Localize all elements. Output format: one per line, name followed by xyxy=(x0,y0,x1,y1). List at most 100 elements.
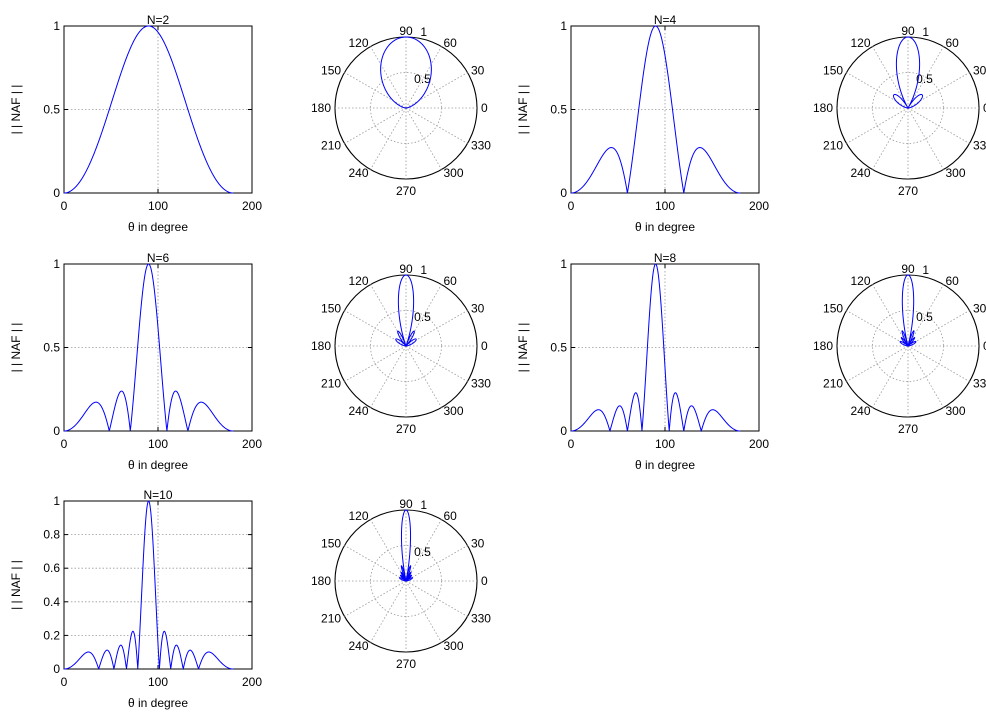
polar-spoke xyxy=(405,107,468,144)
polar-spoke xyxy=(370,284,407,347)
polar-angle-label: 150 xyxy=(321,64,341,78)
polar-angle-label: 90 xyxy=(901,24,915,38)
polar-angle-label: 300 xyxy=(444,166,464,180)
x-axis-label: θ in degree xyxy=(635,458,695,472)
y-tick-label: 0.5 xyxy=(550,103,567,117)
polar-angle-label: 60 xyxy=(444,509,458,523)
x-axis-label: θ in degree xyxy=(128,458,188,472)
polar-pattern-curve xyxy=(395,274,417,347)
polar-angle-label: 180 xyxy=(311,101,331,115)
polar-angle-label: 270 xyxy=(396,422,416,436)
x-axis-label: θ in degree xyxy=(128,696,188,710)
polar-spoke xyxy=(907,107,944,170)
polar-radius-label: 1 xyxy=(922,263,929,277)
polar-radius-label: 1 xyxy=(420,498,427,512)
polar-angle-label: 240 xyxy=(850,404,870,418)
polar-spoke xyxy=(907,310,970,347)
polar-angle-label: 240 xyxy=(348,639,368,653)
y-tick-label: 1 xyxy=(53,494,60,508)
polar-angle-label: 180 xyxy=(311,339,331,353)
polar-spoke xyxy=(370,519,407,582)
x-tick-label: 0 xyxy=(61,437,68,451)
polar-angle-label: 0 xyxy=(983,339,986,353)
plot-area xyxy=(63,263,253,432)
x-tick-label: 100 xyxy=(148,675,168,689)
x-tick-label: 100 xyxy=(655,199,675,213)
naf-curve xyxy=(63,500,234,671)
polar-spoke xyxy=(872,46,909,109)
polar-pattern-curve xyxy=(899,274,917,347)
polar-angle-label: 330 xyxy=(973,139,986,153)
polar-radius-label: 0.5 xyxy=(414,545,431,559)
polar-angle-label: 150 xyxy=(321,537,341,551)
polar-angle-label: 120 xyxy=(348,509,368,523)
polar-angle-label: 0 xyxy=(481,339,488,353)
polar-spoke xyxy=(370,345,407,408)
polar-spoke xyxy=(370,46,407,109)
y-tick-label: 0.4 xyxy=(43,595,60,609)
polar-angle-label: 30 xyxy=(471,64,485,78)
polar-angle-label: 210 xyxy=(823,139,843,153)
x-tick-label: 0 xyxy=(61,199,68,213)
plot-title: N=8 xyxy=(654,251,677,265)
y-tick-label: 0 xyxy=(53,662,60,676)
polar-spoke xyxy=(370,580,407,643)
polar-spoke xyxy=(405,46,442,109)
polar-spoke xyxy=(405,107,442,170)
polar-angle-label: 270 xyxy=(898,422,918,436)
polar-angle-label: 270 xyxy=(898,184,918,198)
y-tick-label: 1 xyxy=(560,257,567,271)
polar-spoke xyxy=(344,545,407,582)
y-axis-label: | | NAF | | xyxy=(9,323,23,373)
polar-angle-label: 240 xyxy=(348,404,368,418)
plot-title: N=10 xyxy=(143,488,172,502)
polar-spoke xyxy=(344,345,407,382)
polar-angle-label: 300 xyxy=(444,639,464,653)
polar-spoke xyxy=(907,345,944,408)
y-tick-label: 0.6 xyxy=(43,561,60,575)
plot-area xyxy=(63,25,253,194)
polar-angle-label: 120 xyxy=(850,274,870,288)
polar-pattern-curve xyxy=(892,36,924,109)
polar-spoke xyxy=(872,107,909,170)
naf-curve xyxy=(570,263,741,433)
polar-angle-label: 210 xyxy=(321,377,341,391)
polar-angle-label: 90 xyxy=(399,262,413,276)
polar-angle-label: 300 xyxy=(946,404,966,418)
naf-curve xyxy=(63,263,234,432)
polar-angle-label: 30 xyxy=(471,537,485,551)
x-tick-label: 200 xyxy=(242,675,262,689)
y-tick-label: 0 xyxy=(53,186,60,200)
polar-spoke xyxy=(370,107,407,170)
x-tick-label: 0 xyxy=(61,675,68,689)
y-axis-label: | | NAF | | xyxy=(9,560,23,610)
naf-plot-N2: 0 0.5 1 0 100 200 N=2 θ in degree | | NAF | | xyxy=(9,13,262,234)
polar-spoke xyxy=(405,345,468,382)
polar-angle-label: 330 xyxy=(471,139,491,153)
polar-radius-label: 0.5 xyxy=(916,310,933,324)
naf-curve xyxy=(63,25,234,194)
y-axis-label: | | NAF | | xyxy=(9,85,23,135)
x-axis-label: θ in degree xyxy=(128,220,188,234)
polar-radius-label: 1 xyxy=(420,263,427,277)
x-tick-label: 0 xyxy=(568,199,575,213)
polar-angle-label: 210 xyxy=(823,377,843,391)
polar-angle-label: 300 xyxy=(444,404,464,418)
polar-angle-label: 300 xyxy=(946,166,966,180)
y-axis-label: | | NAF | | xyxy=(516,85,530,135)
polar-angle-label: 30 xyxy=(471,302,485,316)
polar-spoke xyxy=(907,46,944,109)
y-tick-label: 1 xyxy=(53,19,60,33)
polar-spoke xyxy=(405,345,442,408)
polar-angle-label: 180 xyxy=(813,101,833,115)
polar-angle-label: 150 xyxy=(823,64,843,78)
polar-angle-label: 210 xyxy=(321,139,341,153)
polar-angle-label: 90 xyxy=(399,497,413,511)
naf-plot-N10: 0 0.2 0.4 0.6 0.8 1 0 100 200 N=10 θ in degree | | … xyxy=(9,488,262,710)
x-tick-label: 200 xyxy=(749,437,769,451)
polar-pattern-curve xyxy=(380,36,432,109)
polar-spoke xyxy=(405,519,442,582)
